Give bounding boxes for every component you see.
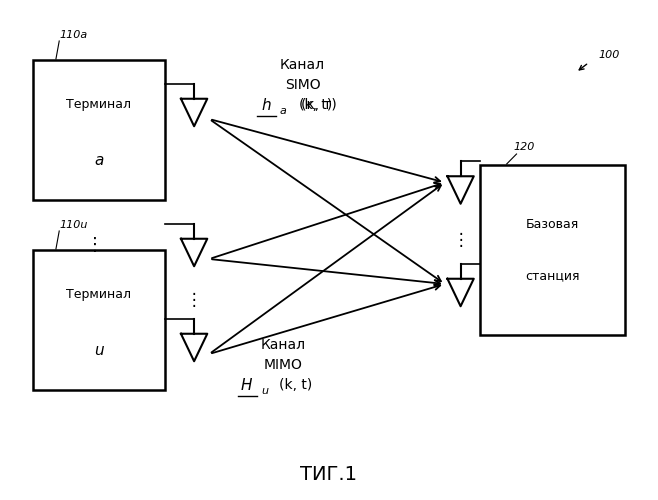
Text: a: a	[94, 154, 103, 168]
Text: 110a: 110a	[59, 30, 88, 40]
Text: ⋮: ⋮	[452, 231, 469, 249]
Text: ΤИГ.1: ΤИГ.1	[301, 466, 357, 484]
Text: a: a	[280, 106, 286, 116]
Text: (k, t): (k, t)	[280, 378, 313, 392]
Text: (k, t): (k, t)	[299, 98, 332, 112]
Text: 100: 100	[599, 50, 620, 60]
Text: (κ, т): (κ, т)	[301, 98, 337, 112]
Bar	[480, 165, 625, 335]
Text: Базовая: Базовая	[526, 218, 579, 231]
Text: Терминал: Терминал	[66, 288, 131, 302]
Text: SIMO: SIMO	[285, 78, 320, 92]
Text: u: u	[261, 386, 268, 396]
Text: $\mathbf{\mathit{H}}$: $\mathbf{\mathit{H}}$	[240, 377, 253, 393]
Text: 110u: 110u	[59, 220, 88, 230]
Text: Канал: Канал	[261, 338, 305, 352]
Text: ⋮: ⋮	[86, 236, 105, 254]
Text: ⋮: ⋮	[186, 291, 203, 309]
Text: u: u	[94, 344, 103, 358]
Bar	[33, 60, 164, 200]
Text: Канал: Канал	[280, 58, 325, 72]
Text: MIMO: MIMO	[263, 358, 303, 372]
Bar	[33, 250, 164, 390]
Text: 120: 120	[513, 142, 534, 152]
Text: $\mathbf{\mathit{h}}$: $\mathbf{\mathit{h}}$	[261, 97, 272, 113]
Text: Терминал: Терминал	[66, 98, 131, 112]
Text: станция: станция	[526, 269, 580, 282]
